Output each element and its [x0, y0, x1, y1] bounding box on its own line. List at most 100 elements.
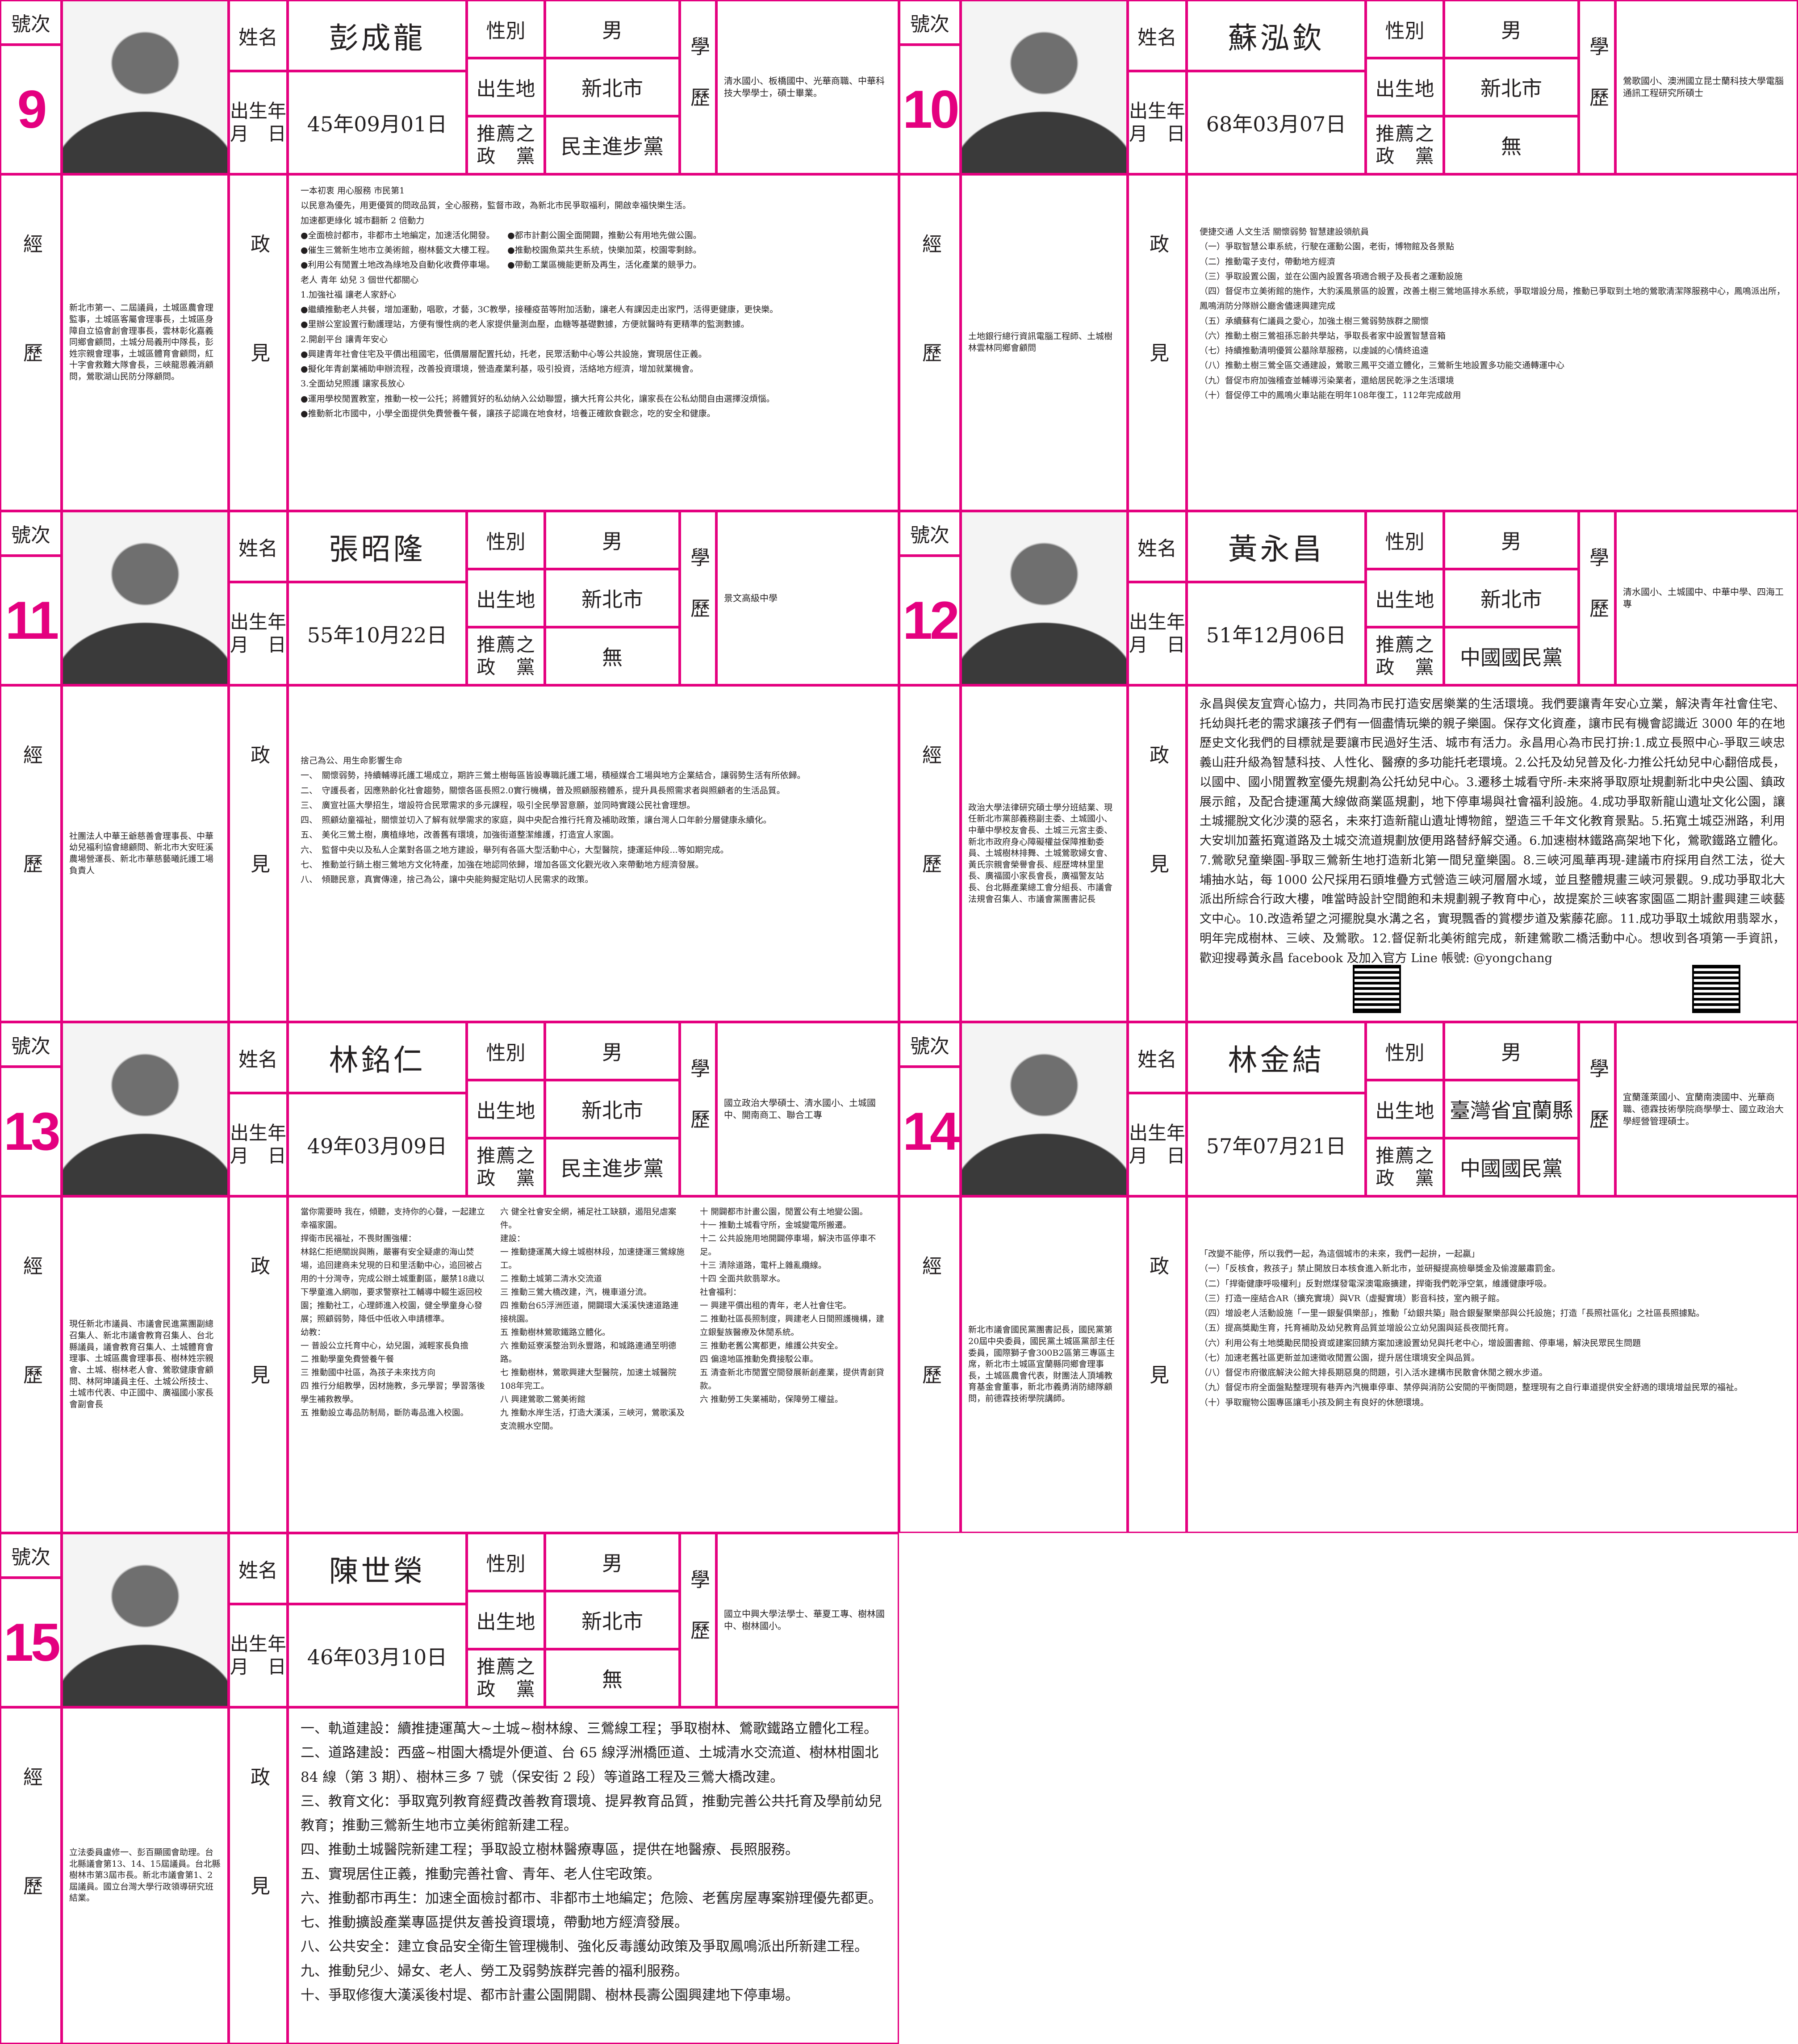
platform-item: 十三 清除道路，電杆上雜亂纜線。	[700, 1261, 827, 1270]
birthplace: 新北市	[545, 1080, 680, 1138]
education: 清水國小、土城國中、中華中學、四海工專	[1615, 511, 1798, 685]
birthdate-label: 出生年月日	[230, 100, 287, 145]
platform-item: 三 推動老舊公寓都更，維護公共安全。	[700, 1341, 843, 1351]
birthdate-label: 出生年月日	[230, 1122, 287, 1167]
name-label: 姓名	[229, 0, 288, 71]
education-label: 學歷	[680, 1533, 716, 1707]
birthdate-label: 出生年月日	[1129, 611, 1186, 656]
platform-item: （一）「反核食，救孩子」禁止開放日本核食進入新北市，並研擬提高檢舉獎金及偷渡嚴肅…	[1200, 1264, 1560, 1274]
gender-label: 性別	[467, 0, 545, 58]
candidate-photo	[62, 1533, 229, 1707]
platform-item: （二）「捍衛健康呼吸權利」反對燃煤發電深澳電廠擴建，捍衛我們乾淨空氣，維護健康呼…	[1200, 1278, 1552, 1289]
platform-item: 七、 推動並行銷土樹三鶯地方文化特產，加強在地認同依歸，增加各區文化觀光收入來帶…	[301, 859, 704, 870]
candidate-number: 10	[899, 45, 961, 174]
education: 清水國小、板橋國中、光華商職、中華科技大學學士，碩士畢業。	[716, 0, 899, 174]
platform-item: 二、道路建設：西盛~柑園大橋堤外便道、台 65 線浮洲橋匝道、土城清水交流道、樹…	[301, 1745, 879, 1785]
platform-label: 政見	[1128, 1196, 1187, 1533]
education: 國立政治大學碩士、清水國小、土城國中、開南商工、聯合工專	[716, 1022, 899, 1196]
birthdate: 49年03月09日	[288, 1093, 467, 1196]
birthdate: 57年07月21日	[1187, 1093, 1366, 1196]
platform-item: 六 推動延寮溪整治到永豐路，和城路連通至明德路。	[500, 1341, 677, 1364]
gender-label: 性別	[1366, 0, 1444, 58]
platform-item: 當你需要時 我在，傾聽，支持你的心聲，一起建立幸福家園。	[301, 1207, 485, 1230]
candidate-photo	[62, 511, 229, 685]
birthdate: 68年03月07日	[1187, 71, 1366, 174]
candidate-photo	[62, 0, 229, 174]
platform-item: 一 普設公立托育中心，幼兒園，減輕家長負擔	[301, 1341, 468, 1351]
experience-label: 經歷	[0, 1196, 62, 1533]
candidate-number: 12	[899, 556, 961, 685]
candidate-name: 蘇泓欽	[1187, 0, 1366, 71]
platform-label: 政見	[1128, 685, 1187, 1022]
gender: 男	[545, 1022, 680, 1080]
birthplace: 新北市	[545, 1591, 680, 1649]
platform-item: 以民意為優先，用更優質的問政品質，全心服務，監督市政，為新北市民爭取福利，開啟幸…	[301, 201, 691, 211]
experience-label: 經歷	[899, 174, 961, 511]
platform-item: （二）推動電子支付，帶動地方經濟	[1200, 256, 1336, 267]
birthdate: 46年03月10日	[288, 1604, 467, 1707]
birthdate-label-cell: 出生年月日	[229, 1604, 288, 1707]
party-label: 推薦之政黨	[477, 122, 535, 167]
platform-item: 捨己為公、用生命影響生命	[301, 756, 403, 766]
qr-code	[1692, 965, 1740, 1013]
birthdate: 55年10月22日	[288, 582, 467, 685]
party: 中國國民黨	[1444, 1138, 1579, 1196]
platform: 「改變不能停，所以我們一起，為這個城市的未來，我們一起拚，一起贏」 （一）「反核食…	[1187, 1196, 1798, 1533]
candidate-number: 14	[899, 1067, 961, 1196]
name-label: 姓名	[229, 511, 288, 582]
education: 國立中興大學法學士、華夏工專、樹林國中、樹林國小。	[716, 1533, 899, 1707]
candidate-photo	[961, 0, 1128, 174]
experience: 新北市議會國民黨團書記長，國民黨第20屆中央委員，國民黨土城區黨部主任委員，國際…	[961, 1196, 1128, 1533]
platform-item: 四 偏遠地區推動免費接駁公車。	[700, 1354, 818, 1364]
birthplace-label: 出生地	[1366, 1080, 1444, 1138]
platform-item: 十一 推動土城看守所，金城變電所搬遷。	[700, 1220, 851, 1230]
experience: 新北市第一、二屆議員，土城區農會理監事，土城區客屬會理事長，土城區身障自立協會創…	[62, 174, 229, 511]
candidate-photo	[62, 1022, 229, 1196]
experience-label: 經歷	[0, 685, 62, 1022]
birthdate-label-cell: 出生年月日	[1128, 1093, 1187, 1196]
birthplace-label: 出生地	[467, 1080, 545, 1138]
party: 無	[1444, 116, 1579, 174]
birthdate-label-cell: 出生年月日	[229, 582, 288, 685]
platform-item: 五、 美化三鶯土樹，廣植綠地，改善舊有環境，加強街道整潔維護，打造宜人家園。	[301, 830, 619, 840]
platform-item: 五 清查新北市閒置空間發展新創產業，提供青創貸款。	[700, 1368, 884, 1391]
education-label: 學歷	[1579, 511, 1615, 685]
platform-item: 四、推動土城醫院新建工程；爭取設立樹林醫療專區，提供在地醫療、長照服務。	[301, 1842, 799, 1858]
candidate-name: 林銘仁	[288, 1022, 467, 1093]
platform: 便捷交通 人文生活 關懷弱勢 智慧建設領航員 （一）爭取智慧公車系統，行駛在運動公…	[1187, 174, 1798, 511]
platform-item: 加速都更綠化 城市翻新 2 倍動力	[301, 215, 425, 226]
platform-item: 七 推動樹林，鶯歌興建大型醫院，加速土城醫院108年完工。	[500, 1368, 677, 1391]
experience-label: 經歷	[899, 685, 961, 1022]
platform-item: （六）利用公有土地獎勵民間投資或建案回饋方案加速設置幼兒與托老中心，增設圖書館、…	[1200, 1338, 1641, 1348]
platform-item: ●推動新北市國中，小學全面提供免費營養午餐，讓孩子認識在地食材，培養正確飲食觀念…	[301, 408, 715, 419]
platform-item: ●擬化年青創業補助申辦流程，改善投資環境，營造產業利基，吸引投資，活絡地方經濟，…	[301, 364, 698, 374]
birthplace-label: 出生地	[1366, 569, 1444, 627]
platform-item: ●全面檢討都市，非都市土地編定，加速活化開發。 ●都市計劃公園全面開闢，推動公有…	[301, 230, 702, 240]
name-label: 姓名	[1128, 0, 1187, 71]
party-label: 推薦之政黨	[1376, 1144, 1434, 1189]
party: 民主進步黨	[545, 116, 680, 174]
education-label: 學歷	[680, 511, 716, 685]
platform-label: 政見	[229, 174, 288, 511]
platform-item: 二 推動學童免費營養午餐	[301, 1354, 394, 1364]
platform-item: ●興建青年社會住宅及平價出租國宅，低價層層配置托幼，托老，民眾活動中心等公共設施…	[301, 349, 707, 359]
platform-item: （十）爭取寵物公園專區讓毛小孩及飼主有良好的休憩環境。	[1200, 1397, 1429, 1407]
number-label: 號次	[0, 0, 62, 45]
number-label: 號次	[899, 1022, 961, 1067]
education: 鶯歌國小、澳洲國立昆士蘭科技大學電腦通訊工程研究所碩士	[1615, 0, 1798, 174]
platform-item: 一、 關懷弱勢，持續輔導託護工場成立，期許三鶯土樹每區皆設專職託護工場，積極媒合…	[301, 771, 806, 781]
platform-item: 九、推動兒少、婦女、老人、勞工及弱勢族群完善的福利服務。	[301, 1963, 688, 1979]
platform-item: 幼教：	[301, 1328, 326, 1337]
platform-item: 二 推動土城第二清水交流道	[500, 1274, 602, 1284]
platform-label: 政見	[229, 685, 288, 1022]
platform-item: （八）督促市府徹底解決公館大排長期惡臭的問題，引入活水建構市民散會休閒之親水步道…	[1200, 1368, 1548, 1378]
platform-item: 十 開闢都市計畫公園，閒置公有土地變公園。	[700, 1207, 868, 1217]
birthdate-label: 出生年月日	[1129, 100, 1186, 145]
platform-item: （四）增設老人活動設施「一里一銀髮俱樂部」，推動「幼銀共築」融合銀髮聚樂部與公托…	[1200, 1308, 1705, 1318]
birthplace: 新北市	[1444, 58, 1579, 116]
platform-item: 三、教育文化：爭取寬列教育經費改善教育環境、提昇教育品質，推動完善公共托育及學前…	[301, 1793, 882, 1834]
platform-item: 八 興建鶯歌二鶯美術館	[500, 1395, 585, 1404]
platform-item: ●里辦公室設置行動護理站，方便有慢性病的老人家提供量測血壓，血糖等基礎數據，方便…	[301, 319, 749, 330]
platform-item: 四、 照顧幼童福祉，關懷並切入了解有就學需求的家庭，與中央配合推行托育及補助政策…	[301, 815, 772, 825]
